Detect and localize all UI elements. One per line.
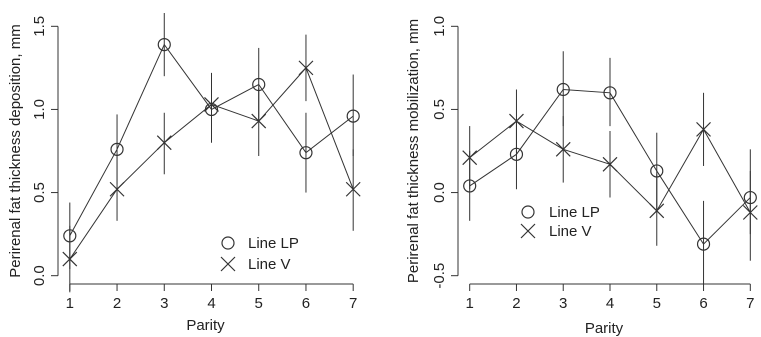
y-axis: -0.5 0.0 0.5 1.0 (431, 16, 459, 289)
x-axis: 1 2 3 4 5 6 7 (466, 283, 754, 312)
data-point-x (742, 205, 758, 220)
data-point-circle (110, 142, 124, 156)
x-tick-label: 7 (349, 295, 357, 312)
y-axis-title: Perirenal fat thickness deposition, mm (7, 24, 24, 277)
data-point-x (345, 181, 361, 197)
legend-label: Line V (549, 223, 592, 240)
x-tick-label: 3 (160, 295, 168, 312)
x-tick-label: 3 (559, 295, 567, 312)
y-tick-label: 0.0 (31, 265, 48, 286)
data-point-circle (556, 82, 570, 97)
y-tick-label: 0.0 (431, 182, 448, 203)
y-axis-title: Perirenal fat thickness mobilization, mm (405, 19, 422, 283)
legend-marker-x (220, 256, 236, 272)
series-line-lp (63, 13, 360, 270)
y-tick-label: 1.0 (31, 99, 48, 120)
data-point-circle (696, 237, 711, 251)
data-point-x (649, 203, 665, 219)
series-line-lp (463, 51, 757, 284)
x-axis-title: Parity (186, 317, 225, 334)
data-point-circle (346, 109, 360, 123)
x-tick-label: 5 (653, 295, 661, 312)
x-tick-label: 4 (207, 295, 215, 312)
data-point-x (251, 113, 267, 129)
x-tick-label: 1 (466, 295, 474, 312)
y-tick-label: 0.5 (431, 99, 448, 120)
legend-label: Line LP (549, 204, 600, 221)
data-point-x (696, 121, 711, 137)
data-point-x (109, 181, 125, 197)
data-point-x (62, 251, 78, 267)
legend-label: Line V (248, 256, 291, 273)
data-point-circle (299, 146, 313, 160)
chart-panel-1: 1 2 3 4 5 6 7 0.0 0.5 1.0 1.5 Parity Perirenal fat t… (7, 13, 361, 334)
y-tick-label: -0.5 (431, 263, 448, 289)
y-tick-label: 0.5 (31, 182, 48, 203)
x-tick-label: 2 (512, 295, 520, 312)
data-point-x (462, 150, 478, 166)
series-line (469, 88, 751, 245)
x-tick-label: 4 (606, 295, 614, 312)
data-point-circle (603, 86, 617, 100)
x-tick-label: 7 (746, 295, 754, 312)
legend-marker-x (520, 223, 536, 239)
chart-panel-2: 1 2 3 4 5 6 7 -0.5 0.0 0.5 1.0 Parity Perirenal fat … (405, 16, 758, 337)
x-tick-label: 1 (66, 295, 74, 312)
legend-marker-circle (221, 236, 235, 250)
legend-label: Line LP (248, 235, 299, 252)
data-point-x (602, 156, 618, 172)
legend: Line LP Line V (520, 204, 600, 240)
series-line-v (462, 89, 758, 261)
y-tick-label: 1.5 (31, 16, 48, 37)
data-point-x (204, 97, 219, 112)
legend: Line LP Line V (220, 235, 299, 273)
x-tick-label: 5 (255, 295, 263, 312)
x-tick-label: 2 (113, 295, 121, 312)
y-axis: 0.0 0.5 1.0 1.5 (31, 16, 59, 286)
x-axis-title: Parity (585, 320, 624, 337)
data-point-x (298, 60, 314, 76)
data-point-x (555, 141, 571, 157)
x-tick-label: 6 (699, 295, 707, 312)
x-axis: 1 2 3 4 5 6 7 (66, 283, 357, 312)
data-point-circle (157, 37, 171, 52)
legend-marker-circle (521, 205, 535, 219)
y-tick-label: 1.0 (431, 16, 448, 37)
data-point-x (156, 135, 172, 151)
series-line-v (62, 34, 361, 293)
x-tick-label: 6 (302, 295, 310, 312)
data-point-x (509, 113, 524, 129)
